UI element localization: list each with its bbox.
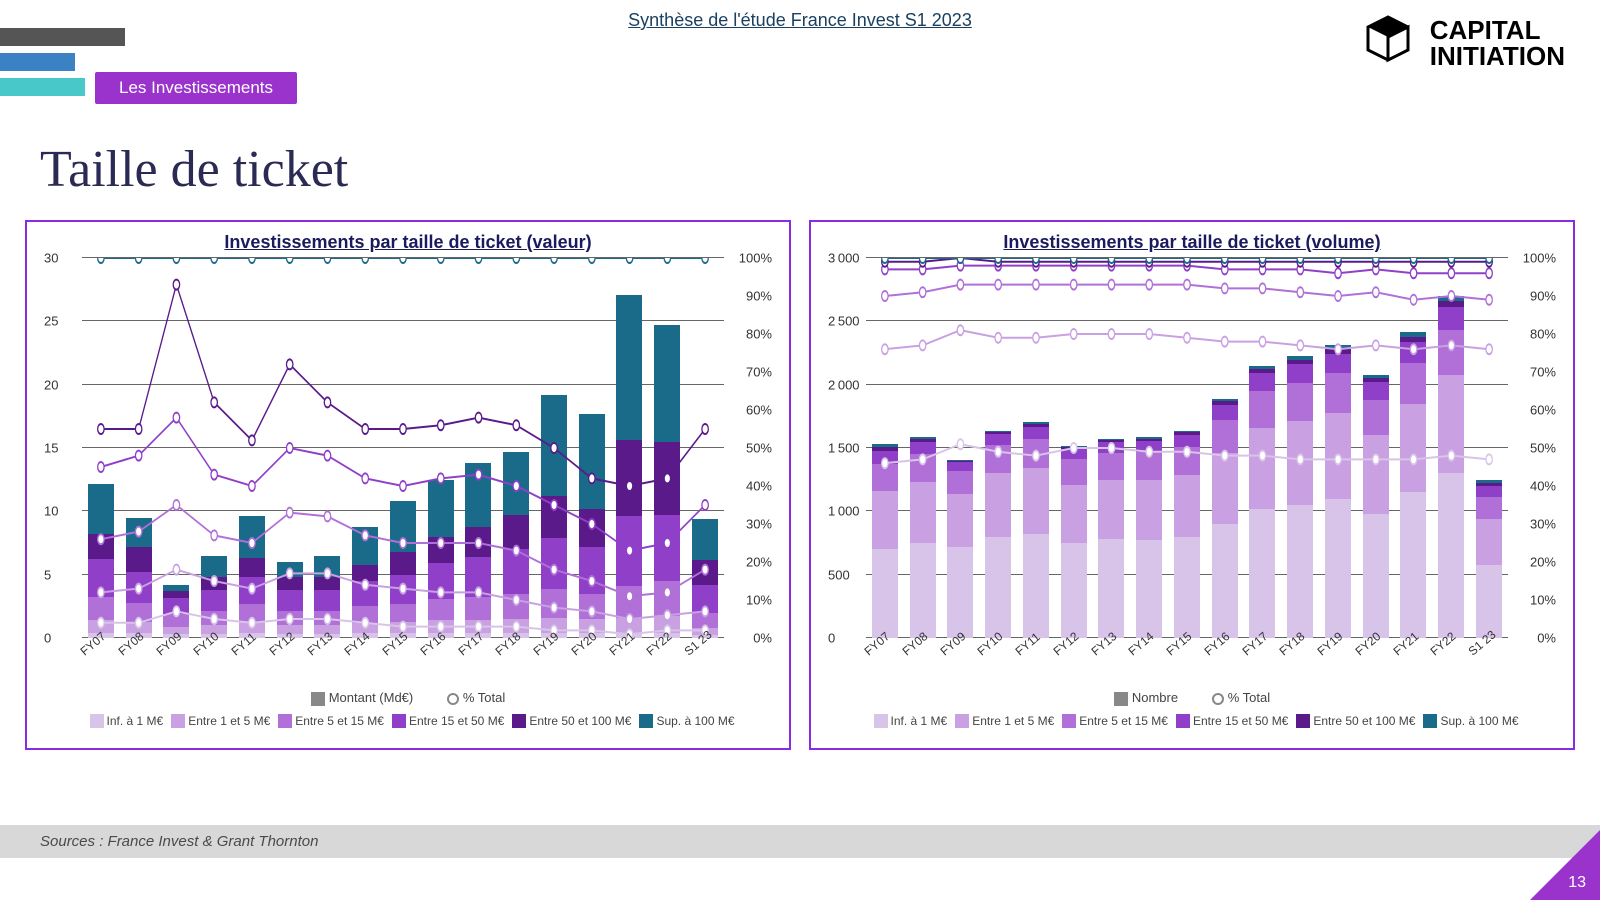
bar-group [390, 501, 416, 638]
bar-group [1363, 375, 1389, 638]
bar-group [616, 295, 642, 638]
legend2-left: Inf. à 1 M€Entre 1 et 5 M€Entre 5 et 15 … [42, 714, 774, 729]
bar-group [1438, 296, 1464, 638]
bar-group [1400, 332, 1426, 638]
bar-group [239, 516, 265, 638]
bar-group [88, 484, 114, 639]
bar-group [579, 414, 605, 638]
bar-group [1098, 439, 1124, 638]
page-corner [1530, 830, 1600, 900]
chart-valeur: Investissements par taille de ticket (va… [25, 220, 791, 750]
bar-group [465, 463, 491, 638]
brand-logo: CAPITAL INITIATION [1358, 15, 1565, 70]
bar-group [1287, 356, 1313, 638]
bar-group [654, 325, 680, 638]
bar-group [126, 518, 152, 638]
bar-group [314, 556, 340, 638]
header-link[interactable]: Synthèse de l'étude France Invest S1 202… [628, 10, 972, 31]
cube-icon [1358, 15, 1418, 70]
bar-group [503, 452, 529, 638]
section-tab: Les Investissements [95, 72, 297, 104]
page-title: Taille de ticket [40, 140, 348, 199]
bar-group [201, 556, 227, 638]
brand-line2: INITIATION [1430, 43, 1565, 69]
bar-group [1061, 446, 1087, 638]
bar-group [1174, 431, 1200, 638]
bar-group [1212, 399, 1238, 638]
bar-group [947, 460, 973, 638]
bar-group [428, 480, 454, 638]
bar-group [1023, 422, 1049, 638]
chart-left-title: Investissements par taille de ticket (va… [42, 232, 774, 253]
bar-group [985, 431, 1011, 638]
bar-group [541, 395, 567, 638]
chart-volume: Investissements par taille de ticket (vo… [809, 220, 1575, 750]
bar-group [692, 519, 718, 638]
chart-right-title: Investissements par taille de ticket (vo… [826, 232, 1558, 253]
legend2-right: Inf. à 1 M€Entre 1 et 5 M€Entre 5 et 15 … [826, 714, 1558, 729]
legend1-left: Montant (Md€) % Total [42, 690, 774, 706]
bar-group [352, 527, 378, 638]
page-number: 13 [1568, 874, 1586, 892]
bar-group [1136, 437, 1162, 638]
bar-group [1325, 345, 1351, 638]
bar-group [1249, 366, 1275, 638]
legend1-right: Nombre % Total [826, 690, 1558, 706]
sources-bar: Sources : France Invest & Grant Thornton [0, 825, 1600, 858]
bar-group [910, 437, 936, 638]
bar-group [1476, 480, 1502, 638]
bar-group [872, 444, 898, 638]
brand-line1: CAPITAL [1430, 17, 1565, 43]
